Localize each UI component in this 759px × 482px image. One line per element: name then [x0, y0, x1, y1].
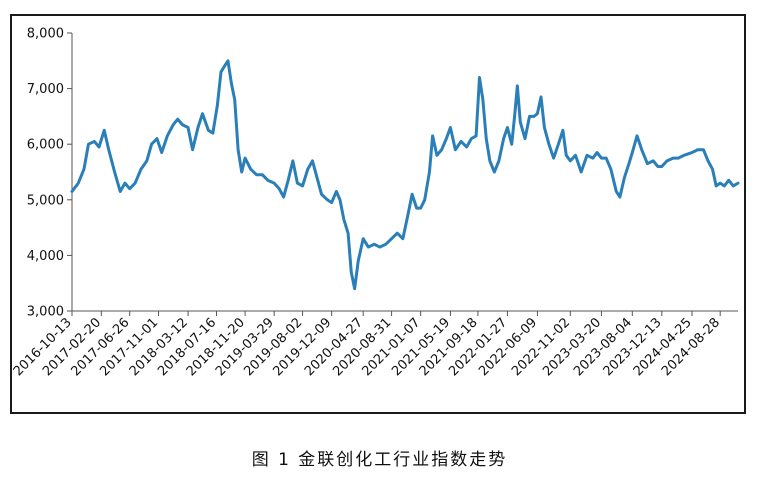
y-tick-label: 8,000 — [27, 27, 64, 42]
figure-caption: 图 1 金联创化工行业指数走势 — [251, 450, 508, 470]
y-tick-label: 6,000 — [27, 138, 64, 153]
y-tick-label: 5,000 — [27, 193, 64, 208]
y-axis: 3,000 4,000 5,000 6,000 7,000 8,000 — [27, 27, 73, 320]
y-tick-label: 3,000 — [27, 305, 64, 320]
series-group — [70, 59, 740, 291]
series-line-0 — [70, 59, 740, 291]
x-axis: 2016-10-132017-02-202017-06-262017-11-01… — [11, 310, 738, 379]
y-tick-label: 7,000 — [27, 82, 64, 97]
chart-frame — [10, 14, 746, 414]
y-tick-label: 4,000 — [27, 249, 64, 264]
